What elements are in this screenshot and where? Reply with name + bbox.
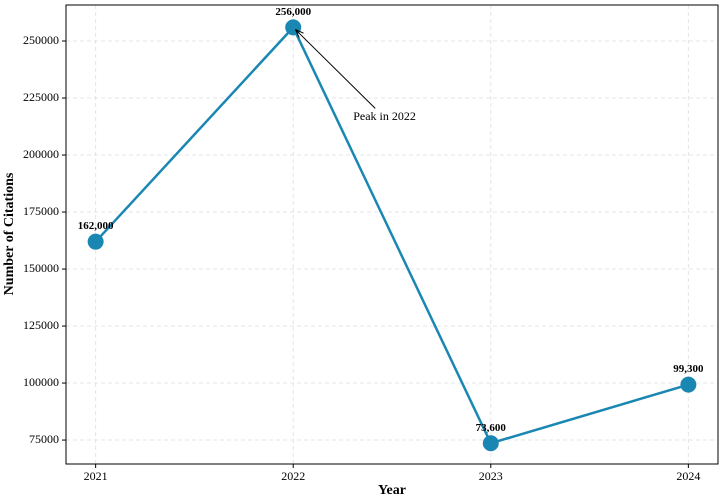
x-axis-label: Year <box>378 483 406 498</box>
value-label: 162,000 <box>78 220 114 232</box>
line <box>94 25 689 445</box>
annotation-arrow <box>294 29 376 109</box>
marker <box>680 376 697 393</box>
y-tick-label: 75000 <box>29 432 59 446</box>
annotation-arrowhead <box>294 28 304 38</box>
x-tick-label: 2023 <box>479 469 503 483</box>
y-tick-label: 150000 <box>23 261 59 275</box>
y-tick-label: 175000 <box>23 204 59 218</box>
y-tick-label: 125000 <box>23 318 59 332</box>
marker <box>482 435 499 452</box>
x-tick-label: 2022 <box>281 469 305 483</box>
annotation: Peak in 2022 <box>353 109 416 123</box>
value-label: 99,300 <box>673 363 704 375</box>
y-tick-label: 225000 <box>23 90 59 104</box>
y-tick-label: 200000 <box>23 147 59 161</box>
marker <box>87 233 104 250</box>
value-label: 256,000 <box>275 6 311 18</box>
y-axis-label: Number of Citations <box>2 172 17 295</box>
value-label: 73,600 <box>476 422 507 434</box>
plot-frame <box>65 4 719 465</box>
y-tick-label: 100000 <box>23 375 59 389</box>
x-tick-label: 2024 <box>676 469 700 483</box>
y-tick-label: 250000 <box>23 33 59 47</box>
x-tick-label: 2021 <box>84 469 108 483</box>
